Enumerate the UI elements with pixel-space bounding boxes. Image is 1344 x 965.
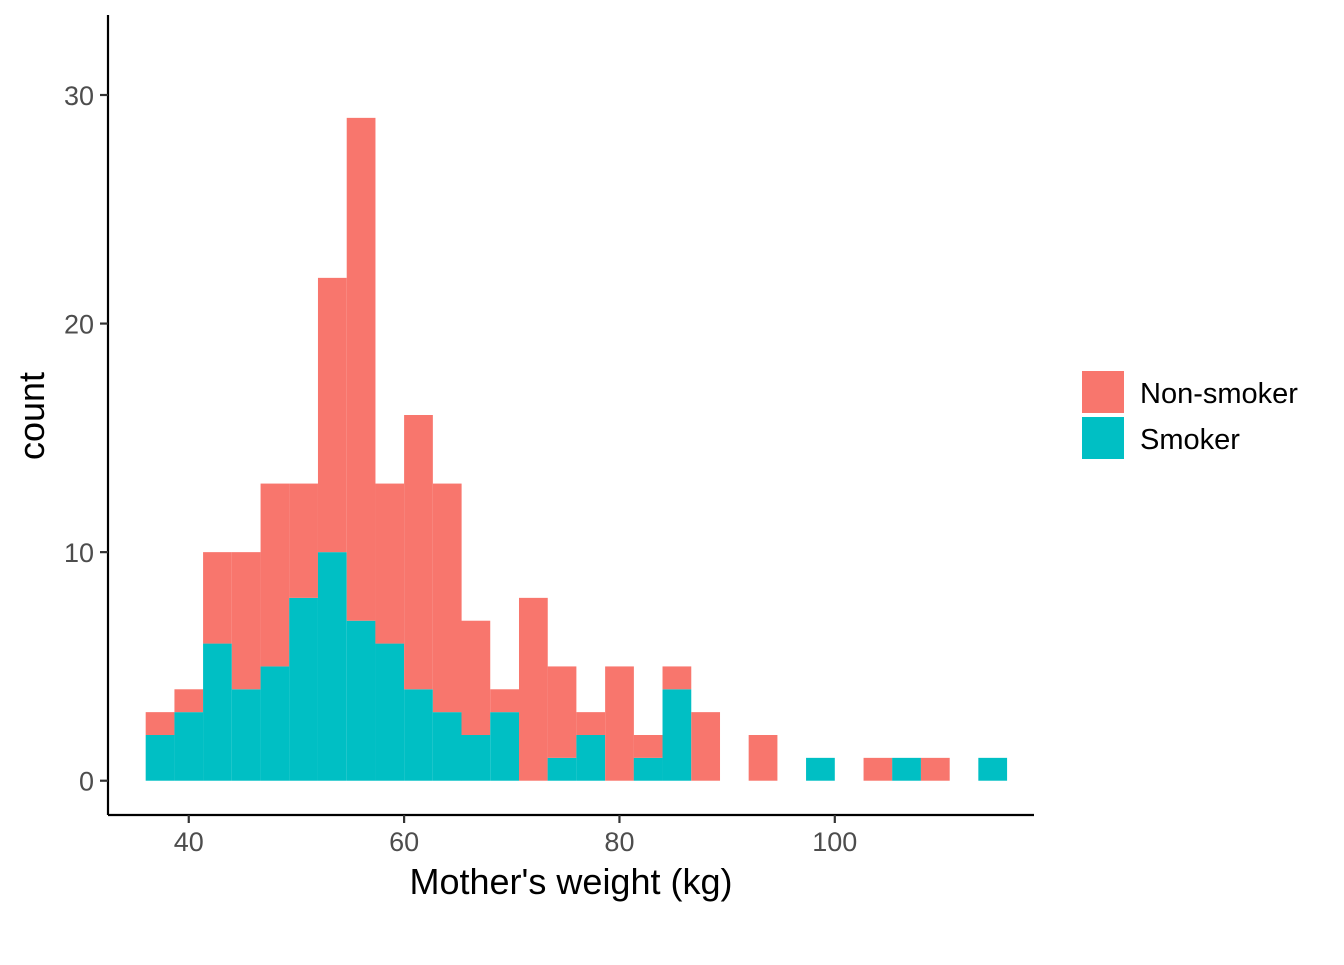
bar-smoker (461, 735, 491, 781)
bar-non-smoker (432, 483, 462, 713)
bar-non-smoker (920, 757, 950, 781)
y-tick-label: 0 (79, 767, 94, 797)
bar-non-smoker (748, 735, 778, 781)
bar-smoker (547, 757, 577, 781)
bar-smoker (375, 643, 405, 781)
axes-group (106, 15, 1034, 817)
x-tick-label: 100 (812, 827, 857, 857)
bar-smoker (145, 735, 175, 781)
bar-smoker (662, 689, 692, 781)
bar-non-smoker (547, 666, 577, 758)
bar-non-smoker (260, 483, 290, 667)
bar-smoker (978, 757, 1008, 781)
x-tick-label: 60 (389, 827, 419, 857)
x-axis-title: Mother's weight (kg) (410, 861, 733, 902)
bar-smoker (174, 712, 204, 781)
bar-non-smoker (317, 277, 347, 553)
bar-smoker (203, 643, 232, 781)
bar-smoker (317, 552, 347, 781)
x-tick-label: 80 (604, 827, 634, 857)
bar-non-smoker (662, 666, 692, 690)
bars-group (145, 117, 1008, 781)
bar-smoker (806, 757, 835, 781)
bar-smoker (289, 597, 318, 781)
legend: Non-smoker Smoker (1082, 371, 1298, 459)
bar-non-smoker (518, 597, 548, 781)
bar-non-smoker (231, 552, 261, 690)
bar-non-smoker (576, 712, 606, 735)
x-tick-label: 40 (174, 827, 204, 857)
bar-non-smoker (346, 117, 376, 621)
bar-smoker (231, 689, 261, 781)
y-tick-label: 30 (64, 81, 94, 111)
bar-smoker (490, 712, 519, 781)
y-axis-title: count (11, 372, 52, 460)
bar-smoker (260, 666, 290, 781)
bar-non-smoker (863, 757, 893, 781)
bar-non-smoker (404, 415, 433, 690)
ticks-group: 40 60 80 100 0 10 20 30 (64, 81, 857, 857)
bar-non-smoker (203, 552, 232, 644)
bar-non-smoker (605, 666, 634, 781)
bar-non-smoker (145, 712, 175, 735)
legend-label-smoker: Smoker (1140, 424, 1240, 456)
y-tick-label: 20 (64, 310, 94, 340)
bar-non-smoker (633, 735, 663, 758)
bar-non-smoker (289, 483, 318, 598)
bar-smoker (892, 757, 921, 781)
bar-smoker (633, 757, 663, 781)
bar-smoker (432, 712, 462, 781)
bar-non-smoker (461, 620, 491, 735)
y-tick-label: 10 (64, 538, 94, 568)
legend-key-smoker (1082, 417, 1124, 459)
bar-smoker (404, 689, 433, 781)
legend-label-non-smoker: Non-smoker (1140, 378, 1298, 410)
bar-non-smoker (490, 689, 519, 713)
bar-non-smoker (174, 689, 204, 713)
legend-key-non-smoker (1082, 371, 1124, 413)
bar-smoker (346, 620, 376, 781)
bar-non-smoker (375, 483, 405, 644)
bar-non-smoker (691, 712, 721, 781)
bar-smoker (576, 735, 606, 781)
